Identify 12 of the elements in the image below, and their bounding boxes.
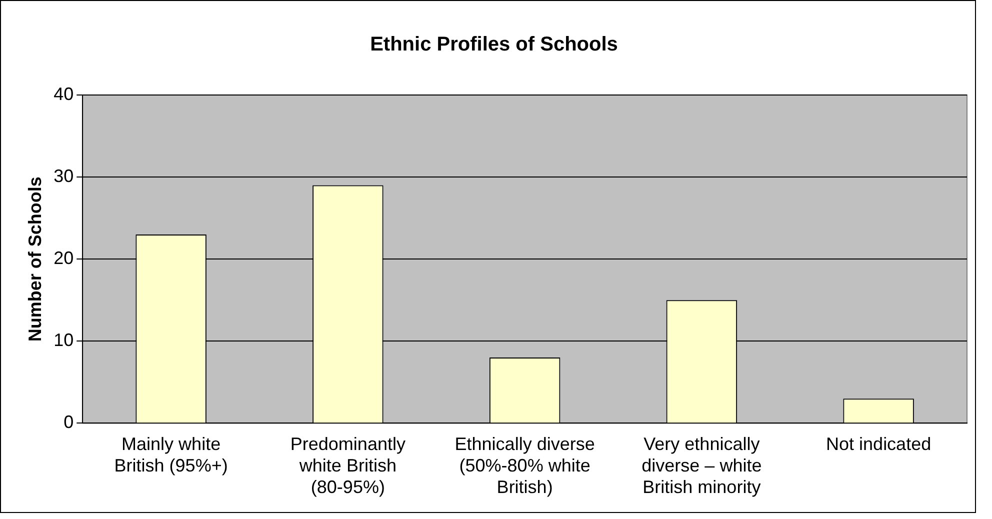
y-tick-label: 40 [54, 84, 74, 104]
y-tick-label: 0 [64, 412, 74, 432]
x-tick-label: Ethnically diverse (50%-80% white British) [454, 434, 595, 498]
x-tick-label: Not indicated [826, 434, 932, 454]
y-tick-label: 20 [54, 248, 74, 268]
x-tick-label: Predominantly white British (80-95%) [290, 434, 406, 498]
chart-title: Ethnic Profiles of Schools [370, 34, 618, 56]
x-tick-label: Very ethnically diverse – white British minority [642, 434, 762, 498]
y-axis-title: Number of Schools [24, 176, 45, 342]
y-tick-label: 10 [54, 330, 74, 350]
x-tick-label: Mainly white British (95%+) [114, 434, 228, 476]
y-tick-label: 30 [54, 166, 74, 186]
